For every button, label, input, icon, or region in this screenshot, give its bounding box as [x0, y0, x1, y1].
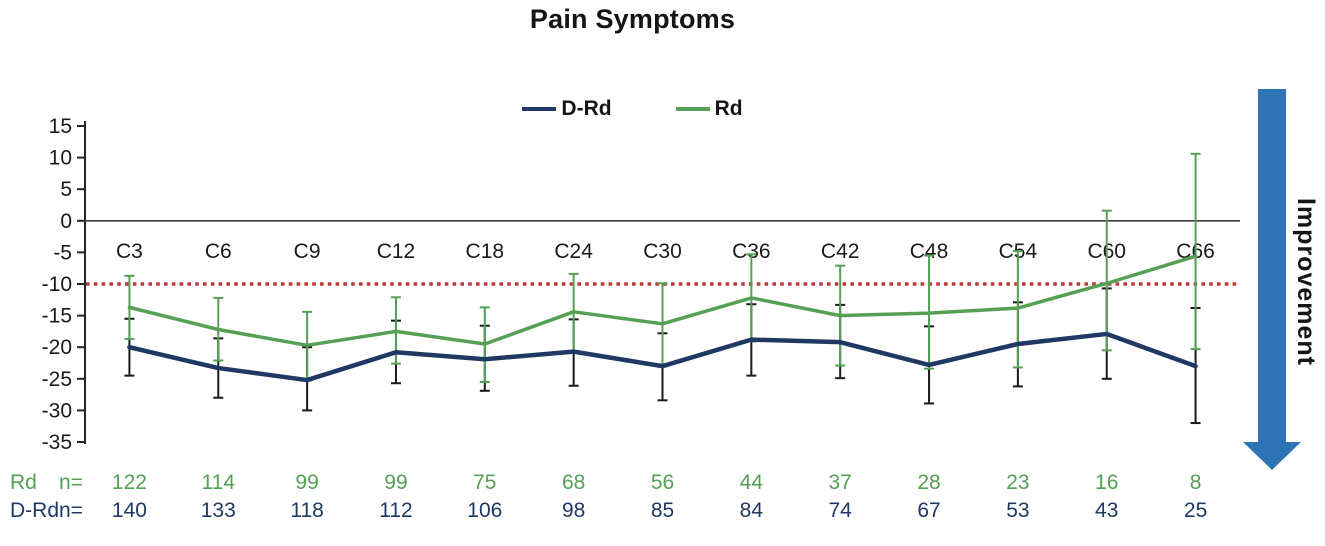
y-axis-tick-label: 0: [60, 210, 72, 233]
count-value-D-Rd: 67: [917, 499, 940, 522]
legend-swatch-drd-line: [522, 107, 557, 111]
count-value-Rd: 68: [562, 471, 585, 494]
count-value-D-Rd: 25: [1184, 499, 1207, 522]
chart-legend: D-Rd Rd: [0, 97, 1265, 121]
count-value-Rd: 75: [473, 471, 496, 494]
count-value-Rd: 28: [917, 471, 940, 494]
x-category-label: C42: [821, 240, 860, 263]
x-category-label: C30: [643, 240, 682, 263]
y-axis-tick-label: -10: [42, 273, 72, 296]
legend-label-drd: D-Rd: [561, 97, 612, 120]
count-value-Rd: 44: [740, 471, 764, 494]
count-value-Rd: 56: [651, 471, 674, 494]
x-category-label: C9: [294, 240, 321, 263]
count-value-Rd: 37: [829, 471, 852, 494]
y-axis-tick-label: -25: [42, 368, 72, 391]
y-axis-tick-label: -15: [42, 305, 72, 328]
x-category-label: C6: [205, 240, 232, 263]
legend-item-drd: D-Rd: [522, 97, 612, 121]
x-category-label: C12: [377, 240, 416, 263]
count-value-Rd: 114: [202, 471, 236, 494]
count-value-D-Rd: 74: [829, 499, 853, 522]
y-axis-tick-label: -5: [53, 241, 72, 264]
count-value-D-Rd: 106: [467, 499, 502, 522]
count-value-D-Rd: 98: [562, 499, 585, 522]
count-value-Rd: 122: [112, 471, 147, 494]
count-value-D-Rd: 84: [740, 499, 764, 522]
count-value-Rd: 99: [295, 471, 318, 494]
improvement-axis-label: Improvement: [1292, 198, 1320, 366]
x-category-label: C48: [910, 240, 949, 263]
y-axis-tick-label: 5: [60, 178, 72, 201]
legend-label-rd: Rd: [714, 97, 743, 120]
x-category-label: C24: [554, 240, 593, 263]
x-category-label: C3: [116, 240, 143, 263]
count-value-D-Rd: 112: [379, 499, 412, 522]
count-value-D-Rd: 133: [201, 499, 236, 522]
series-line-D-Rd: [127, 331, 1198, 383]
count-value-D-Rd: 43: [1095, 499, 1118, 522]
y-axis-tick-label: 15: [49, 115, 72, 138]
counts-row-label-Rd: Rd: [10, 471, 37, 494]
counts-row-label-D-Rd: D-Rd: [10, 499, 59, 522]
legend-item-rd: Rd: [675, 97, 743, 121]
count-value-Rd: 23: [1006, 471, 1029, 494]
counts-row-suffix: n=: [59, 499, 83, 522]
count-value-D-Rd: 140: [112, 499, 147, 522]
legend-swatch-rd-line: [675, 107, 710, 111]
counts-row-suffix: n=: [59, 471, 83, 494]
x-category-label: C18: [466, 240, 505, 263]
count-value-Rd: 99: [384, 471, 407, 494]
improvement-arrow-down: [1243, 89, 1301, 470]
y-axis-tick-label: -35: [42, 431, 72, 454]
count-value-Rd: 8: [1190, 471, 1202, 494]
y-axis-tick-label: -20: [42, 336, 72, 359]
count-value-D-Rd: 85: [651, 499, 674, 522]
count-value-D-Rd: 118: [290, 499, 323, 522]
count-value-Rd: 16: [1095, 471, 1118, 494]
count-value-D-Rd: 53: [1006, 499, 1029, 522]
x-category-label: C36: [732, 240, 771, 263]
y-axis-tick-label: 10: [49, 147, 72, 170]
series-line-Rd: [127, 254, 1198, 348]
y-axis-tick-label: -30: [42, 399, 72, 422]
chart-title: Pain Symptoms: [529, 4, 736, 34]
